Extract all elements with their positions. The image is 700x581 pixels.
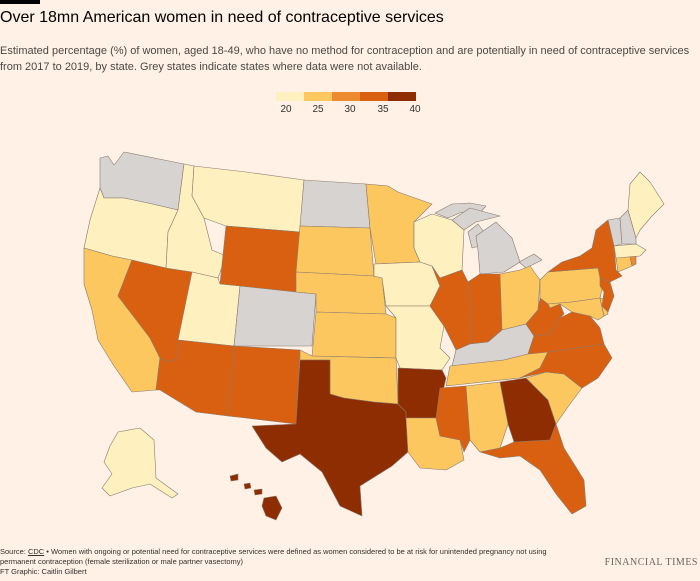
chart-subtitle: Estimated percentage (%) of women, aged … (0, 45, 690, 73)
state-MI[interactable] (451, 207, 521, 275)
legend-swatch-2 (304, 92, 332, 101)
state-NH[interactable] (619, 209, 637, 245)
legend-tick-35: 35 (377, 104, 389, 115)
ft-top-bar (0, 0, 40, 4)
state-NJ[interactable] (599, 277, 615, 313)
us-state-map (83, 151, 665, 521)
source-label: Source: (0, 547, 28, 556)
legend-ticks: 20 25 30 35 40 (276, 104, 420, 118)
source-note: • Women with ongoing or potential need f… (0, 547, 547, 566)
color-legend: 20 25 30 35 40 (276, 92, 421, 118)
state-TX[interactable] (251, 359, 409, 517)
legend-tick-30: 30 (344, 104, 356, 115)
legend-swatch-1 (276, 92, 304, 101)
state-FL[interactable] (479, 423, 587, 515)
state-HI[interactable] (229, 473, 283, 521)
state-MT[interactable] (191, 165, 305, 233)
legend-color-bar (276, 92, 416, 101)
state-IN[interactable] (467, 273, 503, 345)
state-CO[interactable] (233, 285, 317, 347)
graphic-credit: FT Graphic: Caitlin Gilbert (0, 567, 87, 576)
state-AK[interactable] (101, 427, 179, 499)
legend-swatch-3 (332, 92, 360, 101)
legend-tick-20: 20 (280, 104, 292, 115)
state-MD[interactable] (547, 297, 605, 321)
financial-times-logo: FINANCIAL TIMES (604, 557, 698, 568)
state-CT[interactable] (615, 255, 633, 273)
state-NM[interactable] (227, 345, 301, 425)
chart-title: Over 18mn American women in need of cont… (0, 9, 444, 26)
state-WY[interactable] (219, 225, 301, 293)
footer-notes: Source: CDC • Women with ongoing or pote… (0, 547, 580, 577)
state-NC[interactable] (519, 343, 613, 389)
state-ME[interactable] (627, 171, 665, 239)
state-KS[interactable] (311, 311, 397, 359)
source-cdc-link[interactable]: CDC (27, 547, 45, 556)
legend-swatch-5 (388, 92, 416, 101)
legend-tick-40: 40 (409, 104, 421, 115)
state-SD[interactable] (295, 225, 375, 277)
legend-swatch-4 (360, 92, 388, 101)
legend-tick-25: 25 (312, 104, 324, 115)
state-MA[interactable] (613, 243, 647, 259)
state-ND[interactable] (299, 179, 371, 229)
